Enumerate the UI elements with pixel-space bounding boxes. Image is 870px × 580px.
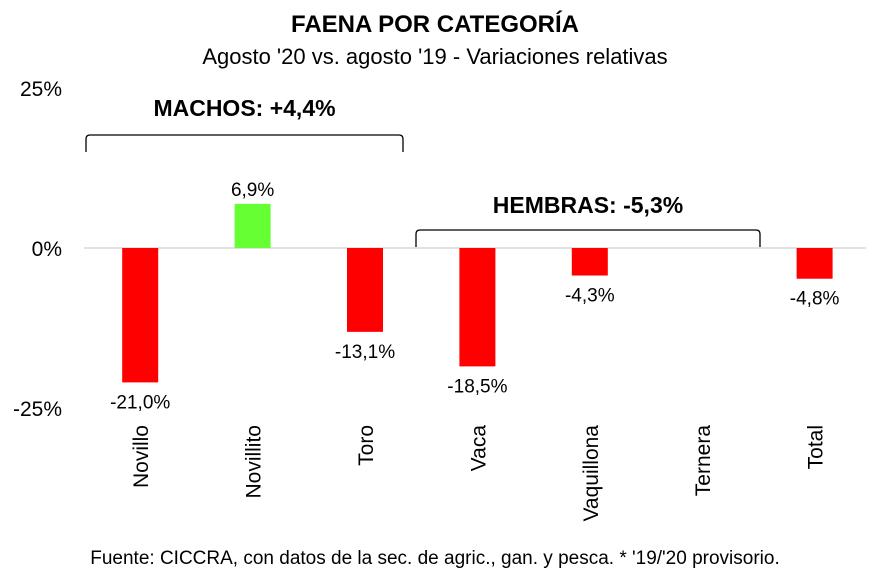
data-label: 6,9% [231,180,274,201]
data-label: -13,1% [335,342,395,363]
bar-novillito [234,203,271,248]
data-label: -4,3% [565,286,615,307]
group-bracket [85,134,404,152]
chart-subtitle: Agosto '20 vs. agosto '19 - Variaciones … [202,44,667,69]
data-label: -21,0% [110,392,170,413]
x-tick-label: Total [805,425,828,469]
bar-toro [347,248,383,332]
x-tick-label: Toro [355,425,378,466]
chart-title: FAENA POR CATEGORÍA [291,10,579,38]
x-tick-label: Novillo [130,425,153,488]
x-tick-label: Novillito [243,425,266,499]
x-tick-label: Ternera [692,425,715,497]
x-tick-label: Vaquillona [580,425,603,522]
chart-source: Fuente: CICCRA, con datos de la sec. de … [90,548,780,569]
bar-novillo [122,248,159,383]
x-tick-label: Vaca [467,425,490,472]
data-label: -4,8% [790,289,840,310]
bar-total [796,248,833,279]
bar-vaquillona [571,248,608,276]
y-tick-label: -25% [13,398,62,421]
bar-vaca [459,248,496,367]
y-tick-label: 0% [32,238,62,261]
y-tick-label: 25% [20,78,62,101]
group-label: MACHOS: +4,4% [153,95,335,121]
group-label: HEMBRAS: -5,3% [493,192,683,218]
group-bracket [415,229,761,247]
data-label: -18,5% [447,376,507,397]
